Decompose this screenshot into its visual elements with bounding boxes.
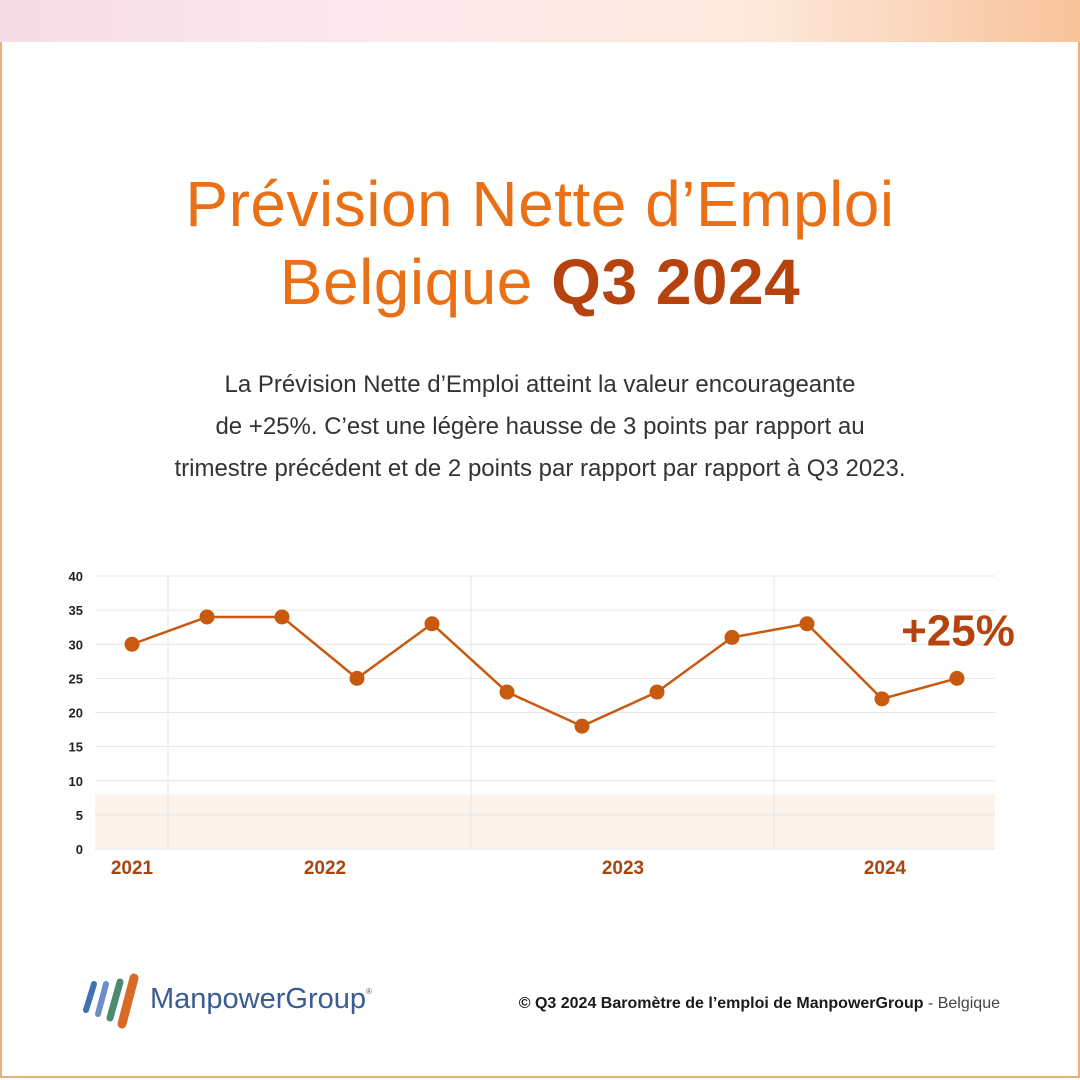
title-country: Belgique	[279, 246, 533, 318]
y-tick-label-15: 15	[69, 740, 83, 755]
data-point-12	[949, 670, 965, 686]
data-point-10	[799, 616, 815, 632]
y-tick-label-5: 5	[76, 808, 83, 823]
y-tick-label-35: 35	[69, 603, 83, 618]
data-point-11	[874, 691, 890, 707]
page-frame	[0, 42, 1080, 1078]
data-point-5	[424, 616, 440, 632]
y-tick-label-40: 40	[69, 569, 83, 584]
description-line-3: trimestre précédent et de 2 points par r…	[174, 455, 906, 482]
description-line-2: de +25%. C’est une légère hausse de 3 po…	[215, 413, 865, 440]
data-point-9	[724, 629, 740, 645]
year-label-2022: 2022	[304, 858, 346, 879]
year-label-2021: 2021	[111, 858, 154, 879]
copyright-line: © Q3 2024 Baromètre de l’emploi de Manpo…	[519, 995, 1000, 1013]
top-gradient-band	[0, 0, 1080, 42]
page-title: Prévision Nette d’Emploi Belgique Q3 202…	[0, 165, 1080, 321]
year-label-2024: 2024	[864, 858, 907, 879]
y-tick-label-10: 10	[69, 774, 83, 789]
y-tick-label-30: 30	[69, 637, 83, 652]
series-line	[131, 615, 958, 728]
data-point-6	[499, 684, 515, 700]
brand-registered-mark: ®	[366, 987, 372, 996]
y-tick-label-0: 0	[76, 842, 83, 857]
y-tick-label-25: 25	[69, 671, 83, 686]
latest-value-annotation: +25%	[901, 606, 1015, 655]
low-value-band	[95, 794, 995, 849]
data-point-2	[199, 609, 215, 625]
brand-text: ManpowerGroup	[150, 983, 366, 1015]
manpowergroup-logo-icon	[83, 973, 139, 1029]
copyright-region: Belgique	[937, 995, 1000, 1012]
description-line-1: La Prévision Nette d’Emploi atteint la v…	[224, 371, 856, 398]
copyright-text: © Q3 2024 Baromètre de l’emploi de Manpo…	[518, 995, 924, 1012]
data-point-1	[124, 636, 140, 652]
net-employment-outlook-chart: 0 5 10 15 20 25 30 35 40 2021 2022 2023 2024 +25%	[69, 569, 1015, 879]
data-point-7	[574, 718, 590, 734]
title-line-1: Prévision Nette d’Emploi	[185, 168, 895, 240]
year-label-2023: 2023	[602, 858, 644, 879]
data-point-8	[649, 684, 665, 700]
brand-name: ManpowerGroup®	[150, 983, 372, 1016]
data-point-3	[274, 609, 290, 625]
title-quarter: Q3 2024	[551, 246, 801, 318]
description: La Prévision Nette d’Emploi atteint la v…	[60, 364, 1020, 490]
y-tick-label-20: 20	[69, 706, 83, 721]
data-point-4	[349, 670, 365, 686]
title-line-2: Belgique Q3 2024	[0, 243, 1080, 321]
copyright-separator: -	[923, 995, 938, 1012]
